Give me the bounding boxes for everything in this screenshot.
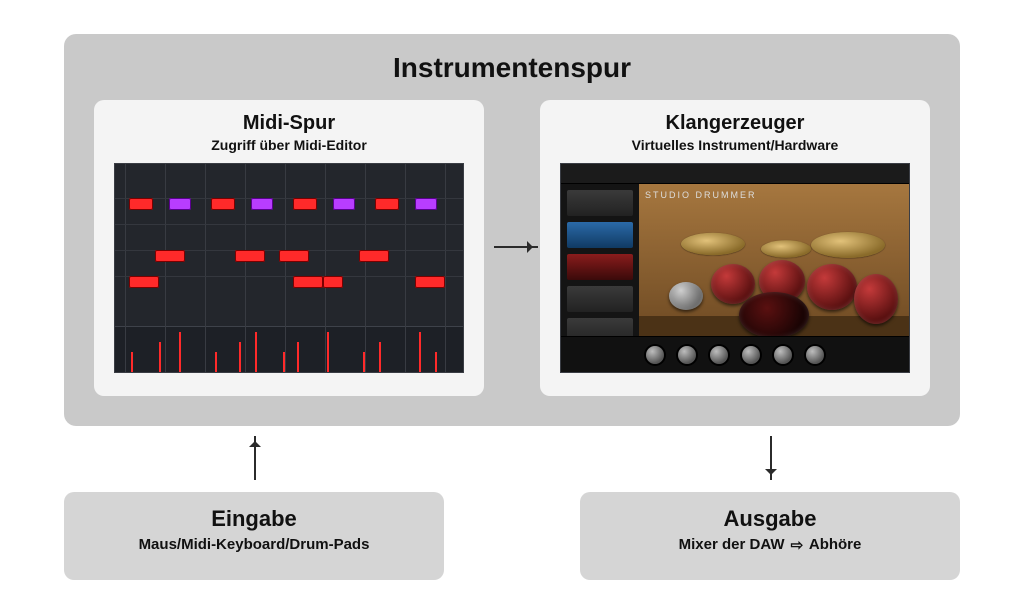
drum-icon [807,264,857,310]
midi-note [211,198,235,210]
midi-track-subtitle: Zugriff über Midi-Editor [106,137,472,153]
midi-note [375,198,399,210]
midi-note [323,276,343,288]
plugin-preset-item [567,190,633,216]
midi-velocity-lane [115,326,463,372]
knob-icon [742,346,760,364]
midi-track-panel: Midi-Spur Zugriff über Midi-Editor [94,100,484,396]
velocity-bar [283,352,285,372]
instrument-track-container: Instrumentenspur Midi-Spur Zugriff über … [64,34,960,426]
plugin-control-bar [561,336,909,372]
cymbal-icon [811,232,885,258]
midi-note [129,198,153,210]
sound-generator-subtitle: Virtuelles Instrument/Hardware [552,137,918,153]
plugin-preset-item [567,254,633,280]
knob-icon [774,346,792,364]
cymbal-icon [681,233,745,255]
knob-icon [678,346,696,364]
cymbal-icon [761,240,811,258]
midi-note [129,276,159,288]
velocity-bar [327,332,329,372]
input-subtitle: Maus/Midi-Keyboard/Drum-Pads [64,536,444,553]
velocity-bar [159,342,161,372]
snare-icon [669,282,703,310]
drum-icon [854,274,898,324]
arrow-synth-to-output-icon [770,436,772,480]
plugin-preset-item [567,286,633,312]
knob-icon [806,346,824,364]
instrument-track-title: Instrumentenspur [64,52,960,84]
sound-generator-title: Klangerzeuger [552,112,918,135]
knob-icon [710,346,728,364]
kick-drum-icon [739,292,809,338]
velocity-bar [419,332,421,372]
double-arrow-icon: ⇨ [789,536,806,554]
velocity-bar [239,342,241,372]
velocity-bar [435,352,437,372]
output-box: Ausgabe Mixer der DAW ⇨ Abhöre [580,492,960,580]
midi-note [279,250,309,262]
velocity-bar [255,332,257,372]
midi-note [235,250,265,262]
velocity-bar [379,342,381,372]
plugin-preset-item [567,222,633,248]
plugin-header [561,164,909,184]
plugin-title-text: STUDIO DRUMMER [645,190,757,200]
knob-icon [646,346,664,364]
midi-note [251,198,273,210]
midi-note [293,276,323,288]
velocity-bar [131,352,133,372]
velocity-bar [297,342,299,372]
velocity-bar [179,332,181,372]
midi-note [333,198,355,210]
diagram-canvas: Instrumentenspur Midi-Spur Zugriff über … [0,0,1024,614]
midi-editor-thumbnail [114,163,464,373]
velocity-bar [363,352,365,372]
midi-note [293,198,317,210]
midi-note [415,276,445,288]
arrow-midi-to-synth-icon [494,246,538,248]
midi-note [415,198,437,210]
output-subtitle: Mixer der DAW ⇨ Abhöre [580,536,960,554]
midi-note [359,250,389,262]
sound-generator-panel: Klangerzeuger Virtuelles Instrument/Hard… [540,100,930,396]
midi-note [169,198,191,210]
input-title: Eingabe [64,506,444,532]
velocity-bar [215,352,217,372]
arrow-input-to-midi-icon [254,436,256,480]
output-title: Ausgabe [580,506,960,532]
plugin-thumbnail: STUDIO DRUMMER [560,163,910,373]
midi-track-title: Midi-Spur [106,112,472,135]
midi-note [155,250,185,262]
input-box: Eingabe Maus/Midi-Keyboard/Drum-Pads [64,492,444,580]
